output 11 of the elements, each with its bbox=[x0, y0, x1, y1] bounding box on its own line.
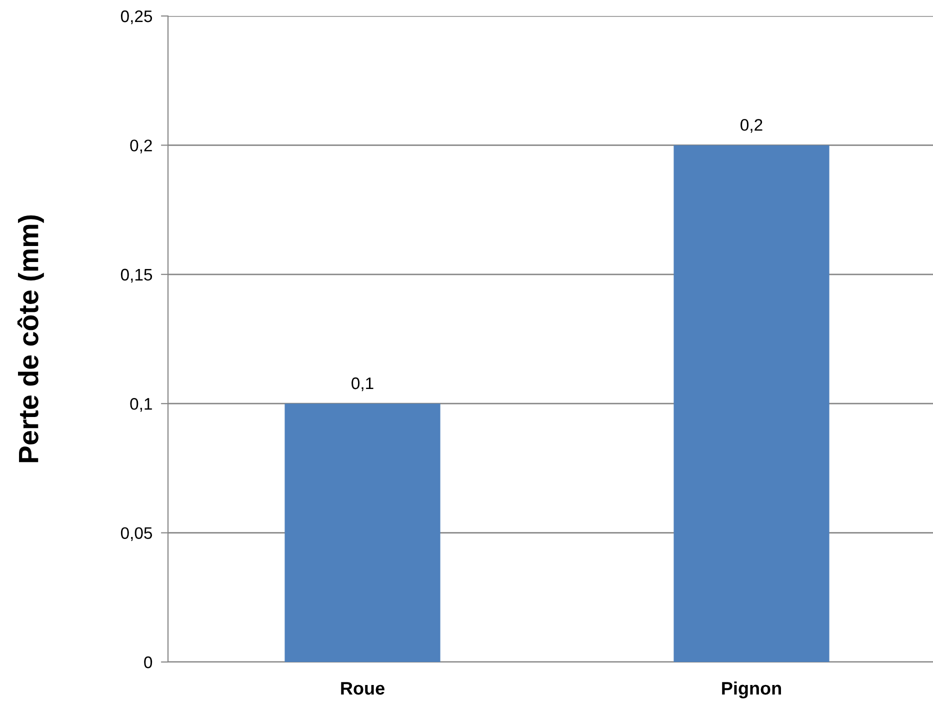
x-tick-label: Pignon bbox=[722, 681, 781, 698]
y-tick-label: 0,15 bbox=[120, 268, 152, 283]
y-axis-title: Perte de côte (mm) bbox=[17, 215, 44, 462]
data-label: 0,1 bbox=[352, 377, 374, 392]
data-label: 0,2 bbox=[740, 118, 762, 133]
x-tick-label: Roue bbox=[341, 682, 384, 695]
y-tick-label: 0,1 bbox=[130, 398, 152, 412]
y-tick-label: 0,25 bbox=[120, 10, 152, 24]
y-tick-label: 0,05 bbox=[120, 527, 152, 541]
y-tick-label: 0,2 bbox=[130, 140, 152, 154]
y-tick-label: 0 bbox=[144, 656, 152, 668]
